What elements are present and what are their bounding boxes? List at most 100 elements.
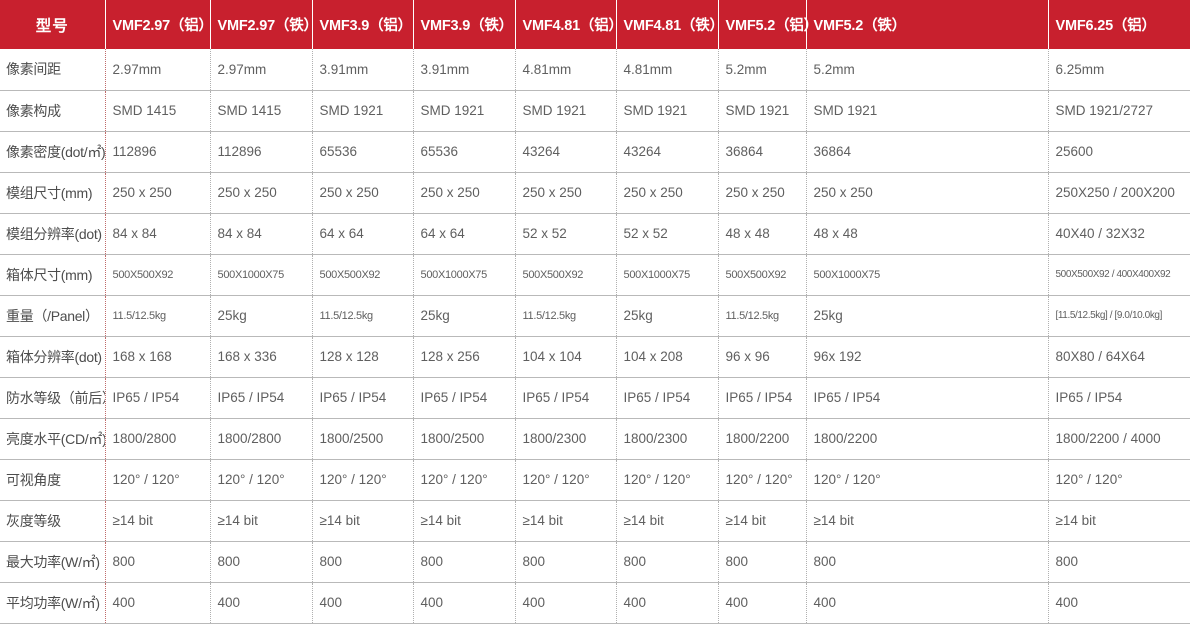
table-cell: 80X80 / 64X64 [1048, 336, 1190, 378]
table-cell: 84 x 84 [105, 213, 211, 255]
table-cell: ≥14 bit [616, 500, 719, 542]
table-cell: 1800/2200 / 4000 [1048, 418, 1190, 460]
table-cell: 25600 [1048, 131, 1190, 173]
table-cell: 2.97mm [210, 49, 313, 91]
row-label: 箱体尺寸(mm) [0, 254, 106, 296]
table-row: 箱体尺寸(mm) 500X500X92 500X1000X75 500X500X92 5… [0, 254, 1190, 296]
table-cell: IP65 / IP54 [312, 377, 414, 419]
table-cell: 4.81mm [616, 49, 719, 91]
table-cell: SMD 1921 [515, 90, 617, 132]
table-cell: 43264 [616, 131, 719, 173]
table-row: 箱体分辨率(dot) 168 x 168 168 x 336 128 x 128 128… [0, 336, 1190, 378]
table-cell: 168 x 336 [210, 336, 313, 378]
table-cell: 25kg [616, 295, 719, 337]
table-cell: 120° / 120° [1048, 459, 1190, 501]
table-cell: 2.97mm [105, 49, 211, 91]
row-label: 亮度水平(CD/㎡) [0, 418, 106, 460]
table-cell: 250 x 250 [312, 172, 414, 214]
header-cell-vmf52-aluminum: VMF5.2（铝） [718, 0, 818, 49]
table-cell: 104 x 208 [616, 336, 719, 378]
table-row: 像素构成 SMD 1415 SMD 1415 SMD 1921 SMD 1921 SMD … [0, 90, 1190, 132]
table-cell: 400 [718, 582, 807, 624]
table-cell: 128 x 256 [413, 336, 516, 378]
table-cell: IP65 / IP54 [515, 377, 617, 419]
table-cell: 1800/2200 [718, 418, 807, 460]
table-cell: 11.5/12.5kg [515, 295, 617, 337]
table-cell: IP65 / IP54 [616, 377, 719, 419]
table-cell: ≥14 bit [413, 500, 516, 542]
table-cell: 36864 [806, 131, 1049, 173]
table-cell: 400 [312, 582, 414, 624]
table-cell: 500X1000X75 [413, 254, 516, 296]
header-cell-vmf481-iron: VMF4.81（铁） [616, 0, 724, 49]
table-cell: 250 x 250 [806, 172, 1049, 214]
table-row: 防水等级（前后） IP65 / IP54 IP65 / IP54 IP65 / IP5… [0, 377, 1190, 419]
table-row: 重量（/Panel） 11.5/12.5kg 25kg 11.5/12.5kg 25kg… [0, 295, 1190, 337]
table-cell: SMD 1415 [210, 90, 313, 132]
table-cell: 500X500X92 [105, 254, 211, 296]
table-cell: 800 [1048, 541, 1190, 583]
table-cell: 400 [515, 582, 617, 624]
table-cell: 43264 [515, 131, 617, 173]
table-row: 模组尺寸(mm) 250 x 250 250 x 250 250 x 250 250 x… [0, 172, 1190, 214]
table-cell: 120° / 120° [806, 459, 1049, 501]
table-cell: SMD 1921 [806, 90, 1049, 132]
table-cell: 800 [413, 541, 516, 583]
table-cell: ≥14 bit [210, 500, 313, 542]
table-cell: 250 x 250 [515, 172, 617, 214]
header-cell-model-label: 型号 [0, 0, 106, 49]
table-cell: 400 [210, 582, 313, 624]
table-cell: 112896 [105, 131, 211, 173]
table-cell: 800 [806, 541, 1049, 583]
table-cell: 1800/2500 [413, 418, 516, 460]
table-cell: 800 [312, 541, 414, 583]
table-cell: 120° / 120° [515, 459, 617, 501]
table-row: 模组分辨率(dot) 84 x 84 84 x 84 64 x 64 64 x 64 52… [0, 213, 1190, 255]
table-cell: SMD 1921/2727 [1048, 90, 1190, 132]
table-cell: 1800/2200 [806, 418, 1049, 460]
table-cell: 3.91mm [413, 49, 516, 91]
table-cell: [11.5/12.5kg] / [9.0/10.0kg] [1048, 295, 1190, 337]
table-cell: 800 [515, 541, 617, 583]
row-label: 像素密度(dot/㎡) [0, 131, 106, 173]
table-cell: 65536 [413, 131, 516, 173]
table-cell: 168 x 168 [105, 336, 211, 378]
table-cell: 500X1000X75 [806, 254, 1049, 296]
table-cell: ≥14 bit [515, 500, 617, 542]
table-cell: IP65 / IP54 [210, 377, 313, 419]
table-cell: 11.5/12.5kg [718, 295, 807, 337]
table-cell: 25kg [413, 295, 516, 337]
table-cell: 36864 [718, 131, 807, 173]
table-cell: 120° / 120° [105, 459, 211, 501]
header-cell-vmf39-aluminum: VMF3.9（铝） [312, 0, 414, 49]
table-cell: 1800/2800 [210, 418, 313, 460]
table-cell: ≥14 bit [1048, 500, 1190, 542]
table-cell: 64 x 64 [413, 213, 516, 255]
row-label: 平均功率(W/㎡) [0, 582, 106, 624]
table-cell: SMD 1921 [616, 90, 719, 132]
row-label: 最大功率(W/㎡) [0, 541, 106, 583]
row-label: 灰度等级 [0, 500, 106, 542]
table-cell: SMD 1415 [105, 90, 211, 132]
table-cell: 40X40 / 32X32 [1048, 213, 1190, 255]
table-cell: SMD 1921 [312, 90, 414, 132]
table-cell: 104 x 104 [515, 336, 617, 378]
table-cell: SMD 1921 [718, 90, 807, 132]
table-cell: 96 x 96 [718, 336, 807, 378]
table-row: 像素间距 2.97mm 2.97mm 3.91mm 3.91mm 4.81mm 4.81mm… [0, 49, 1190, 91]
table-cell: 400 [413, 582, 516, 624]
row-label: 模组尺寸(mm) [0, 172, 106, 214]
table-cell: 250 x 250 [413, 172, 516, 214]
table-cell: 120° / 120° [413, 459, 516, 501]
table-cell: 64 x 64 [312, 213, 414, 255]
header-cell-vmf52-iron: VMF5.2（铁） [806, 0, 1049, 49]
header-cell-vmf39-iron: VMF3.9（铁） [413, 0, 516, 49]
table-cell: 400 [1048, 582, 1190, 624]
table-cell: 400 [806, 582, 1049, 624]
table-cell: 120° / 120° [616, 459, 719, 501]
row-label: 重量（/Panel） [0, 295, 106, 337]
table-cell: 48 x 48 [806, 213, 1049, 255]
table-cell: 52 x 52 [616, 213, 719, 255]
table-cell: IP65 / IP54 [806, 377, 1049, 419]
